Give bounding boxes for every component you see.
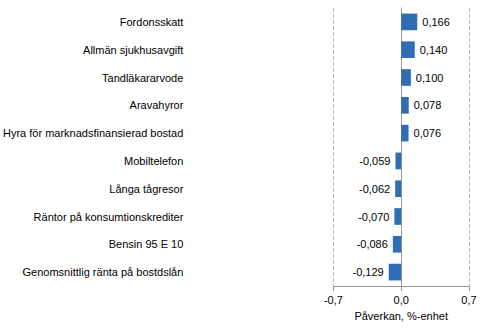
svg-text:Tandläkararvode: Tandläkararvode <box>102 72 183 84</box>
svg-text:Mobiltelefon: Mobiltelefon <box>124 155 183 167</box>
svg-text:0,078: 0,078 <box>414 99 442 111</box>
svg-text:Genomsnittlig ränta på bostdsl: Genomsnittlig ränta på bostdslån <box>23 266 184 278</box>
svg-text:Påverkan, %-enhet: Påverkan, %-enhet <box>354 310 448 322</box>
svg-text:-0,070: -0,070 <box>358 211 389 223</box>
svg-text:-0,086: -0,086 <box>357 238 388 250</box>
svg-text:0,166: 0,166 <box>422 16 450 28</box>
svg-text:-0,059: -0,059 <box>359 155 390 167</box>
svg-text:Räntor på konsumtionskrediter: Räntor på konsumtionskrediter <box>34 211 184 223</box>
svg-text:0,140: 0,140 <box>420 44 448 56</box>
svg-text:-0,129: -0,129 <box>352 266 383 278</box>
svg-text:-0,7: -0,7 <box>324 294 343 306</box>
svg-text:0,0: 0,0 <box>394 294 409 306</box>
svg-text:0,076: 0,076 <box>414 127 442 139</box>
svg-text:Långa tågresor: Långa tågresor <box>109 183 183 195</box>
svg-text:Bensin 95 E 10: Bensin 95 E 10 <box>109 238 184 250</box>
svg-text:Aravahyror: Aravahyror <box>130 99 184 111</box>
svg-text:0,100: 0,100 <box>416 72 444 84</box>
svg-text:Fordonsskatt: Fordonsskatt <box>120 16 184 28</box>
svg-text:-0,062: -0,062 <box>359 183 390 195</box>
svg-text:0,7: 0,7 <box>461 294 476 306</box>
svg-text:Hyra för marknadsfinansierad b: Hyra för marknadsfinansierad bostad <box>3 127 183 139</box>
svg-text:Allmän sjukhusavgift: Allmän sjukhusavgift <box>83 44 183 56</box>
